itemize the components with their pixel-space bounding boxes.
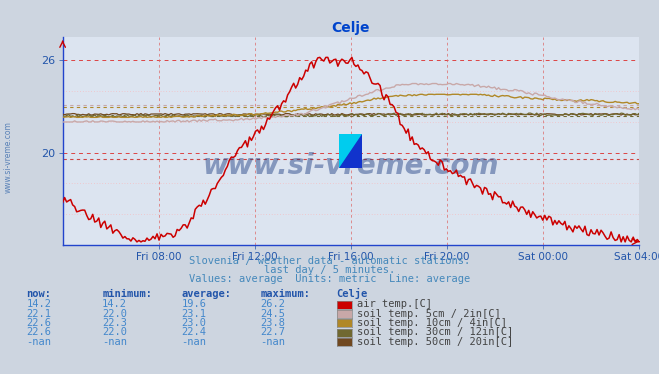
- Text: 23.1: 23.1: [181, 309, 206, 319]
- Text: 19.6: 19.6: [181, 300, 206, 309]
- Text: soil temp. 5cm / 2in[C]: soil temp. 5cm / 2in[C]: [357, 309, 501, 319]
- Text: 22.4: 22.4: [181, 328, 206, 337]
- Polygon shape: [339, 134, 362, 168]
- Text: 22.1: 22.1: [26, 309, 51, 319]
- Polygon shape: [339, 134, 362, 168]
- Text: Slovenia / weather data - automatic stations.: Slovenia / weather data - automatic stat…: [189, 256, 470, 266]
- Text: www.si-vreme.com: www.si-vreme.com: [203, 152, 499, 180]
- Text: 22.7: 22.7: [260, 328, 285, 337]
- Text: average:: average:: [181, 289, 231, 299]
- Text: 22.6: 22.6: [26, 318, 51, 328]
- Text: 26.2: 26.2: [260, 300, 285, 309]
- Text: -nan: -nan: [260, 337, 285, 347]
- Text: www.si-vreme.com: www.si-vreme.com: [3, 121, 13, 193]
- Text: 22.6: 22.6: [26, 328, 51, 337]
- Text: 23.8: 23.8: [260, 318, 285, 328]
- Text: 22.0: 22.0: [102, 309, 127, 319]
- Text: now:: now:: [26, 289, 51, 299]
- Text: soil temp. 30cm / 12in[C]: soil temp. 30cm / 12in[C]: [357, 328, 513, 337]
- Text: -nan: -nan: [26, 337, 51, 347]
- Title: Celje: Celje: [331, 21, 370, 35]
- Text: 24.5: 24.5: [260, 309, 285, 319]
- Text: minimum:: minimum:: [102, 289, 152, 299]
- Text: last day / 5 minutes.: last day / 5 minutes.: [264, 265, 395, 275]
- Text: soil temp. 10cm / 4in[C]: soil temp. 10cm / 4in[C]: [357, 318, 507, 328]
- Text: -nan: -nan: [181, 337, 206, 347]
- Text: 14.2: 14.2: [102, 300, 127, 309]
- Text: Values: average  Units: metric  Line: average: Values: average Units: metric Line: aver…: [189, 275, 470, 284]
- Text: air temp.[C]: air temp.[C]: [357, 300, 432, 309]
- Text: 14.2: 14.2: [26, 300, 51, 309]
- Polygon shape: [339, 134, 362, 168]
- Text: Celje: Celje: [336, 288, 367, 299]
- Text: 23.0: 23.0: [181, 318, 206, 328]
- Text: -nan: -nan: [102, 337, 127, 347]
- Text: soil temp. 50cm / 20in[C]: soil temp. 50cm / 20in[C]: [357, 337, 513, 347]
- Text: 22.3: 22.3: [102, 318, 127, 328]
- Text: 22.0: 22.0: [102, 328, 127, 337]
- Text: maximum:: maximum:: [260, 289, 310, 299]
